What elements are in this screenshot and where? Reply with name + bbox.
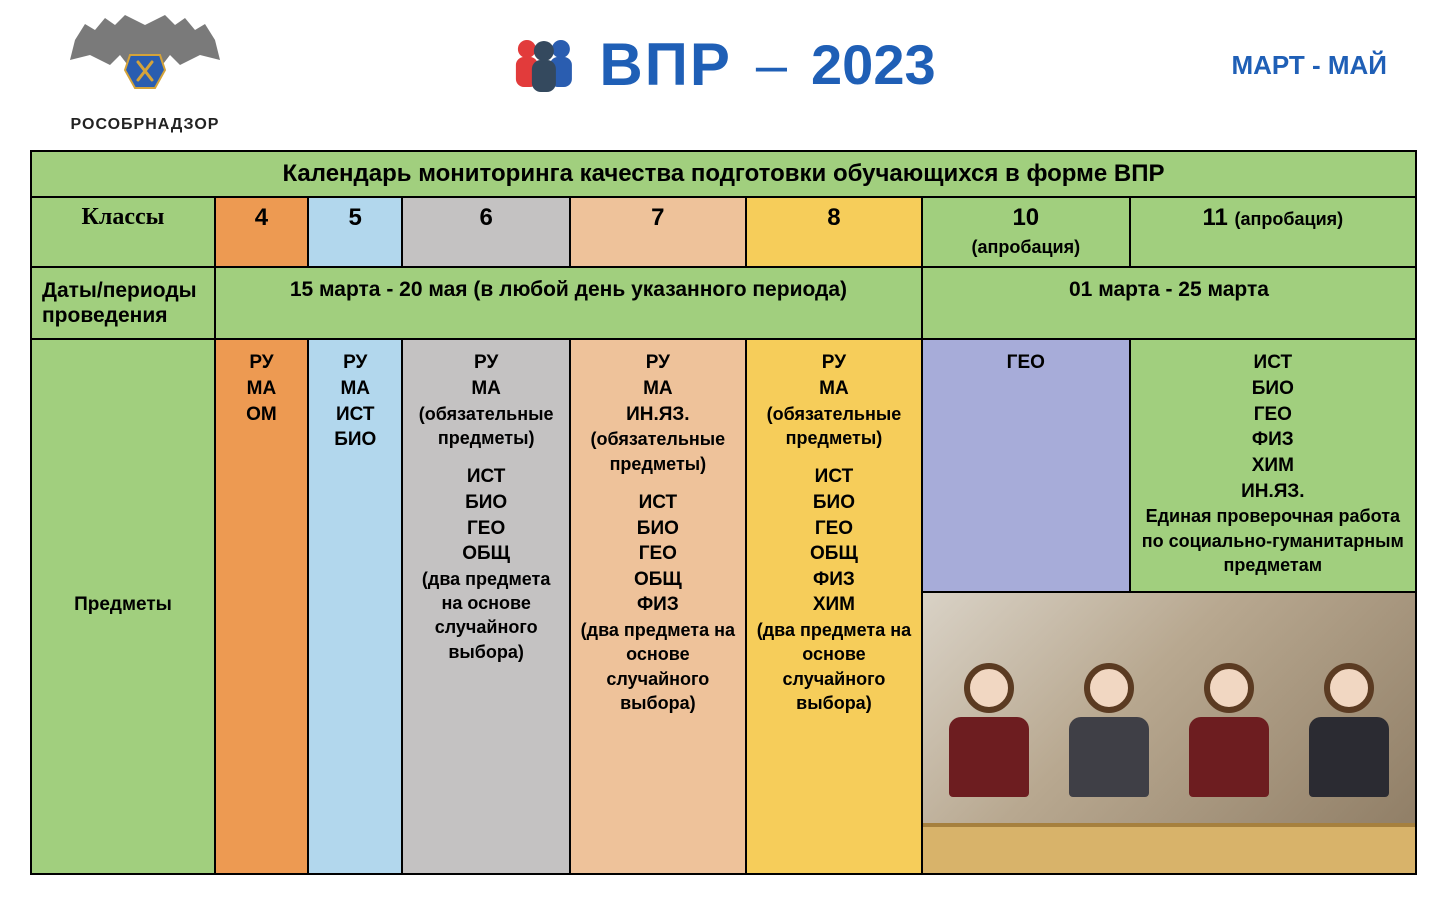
subj-item: ОМ [222, 402, 301, 428]
subjects-label: Предметы [31, 339, 215, 874]
classroom-photo-placeholder [923, 593, 1415, 873]
subj-note: Единая проверочная работа по социально-г… [1137, 504, 1409, 577]
dates-period-1: 15 марта - 20 мая (в любой день указанно… [215, 267, 922, 339]
subj-item: ОБЩ [753, 541, 915, 567]
subjects-c8: РУ МА (обязательные предметы) ИСТ БИО ГЕ… [746, 339, 922, 874]
table-title: Календарь мониторинга качества подготовк… [31, 151, 1416, 197]
subj-item: БИО [315, 427, 396, 453]
agency-name: РОСОБРНАДЗОР [40, 116, 250, 134]
class-11-note: (апробация) [1235, 209, 1344, 229]
subj-item: РУ [577, 350, 739, 376]
classes-label: Классы [31, 197, 215, 267]
subj-item: ИСТ [409, 464, 562, 490]
subj-item: ИСТ [1137, 350, 1409, 376]
subj-item: РУ [409, 350, 562, 376]
subj-item: ГЕО [409, 516, 562, 542]
subj-note: (два предмета на основе случайного выбор… [753, 618, 915, 715]
subj-item: МА [222, 376, 301, 402]
class-11-num: 11 [1202, 204, 1234, 231]
class-6: 6 [402, 197, 569, 267]
subjects-c7: РУ МА ИН.ЯЗ. (обязательные предметы) ИСТ… [570, 339, 746, 874]
people-icon [511, 37, 575, 93]
subj-item: ГЕО [753, 516, 915, 542]
subj-item: ФИЗ [577, 592, 739, 618]
subjects-c10: ГЕО [922, 339, 1130, 592]
subj-note: (два предмета на основе случайного выбор… [409, 567, 562, 664]
subj-item: БИО [577, 516, 739, 542]
subj-item: ХИМ [753, 592, 915, 618]
subj-item: РУ [222, 350, 301, 376]
title-block: ВПР – 2023 [511, 30, 935, 99]
subj-item: ФИЗ [1137, 427, 1409, 453]
subj-note: (обязательные предметы) [409, 402, 562, 451]
class-10: 10 (апробация) [922, 197, 1130, 267]
dates-label: Даты/периоды проведения [31, 267, 215, 339]
subj-item: ИСТ [753, 464, 915, 490]
title-year: 2023 [811, 32, 936, 97]
subj-item: ФИЗ [753, 567, 915, 593]
class-7: 7 [570, 197, 746, 267]
subjects-c11: ИСТ БИО ГЕО ФИЗ ХИМ ИН.ЯЗ. Единая провер… [1130, 339, 1416, 592]
subjects-row: Предметы РУ МА ОМ РУ МА ИСТ БИО РУ МА [31, 339, 1416, 592]
subj-note: (обязательные предметы) [577, 427, 739, 476]
class-11: 11 (апробация) [1130, 197, 1416, 267]
class-10-num: 10 [1012, 204, 1039, 231]
dates-period-2: 01 марта - 25 марта [922, 267, 1416, 339]
subjects-c4: РУ МА ОМ [215, 339, 308, 874]
subj-item: МА [753, 376, 915, 402]
subj-item: МА [577, 376, 739, 402]
subj-item: ОБЩ [409, 541, 562, 567]
header-period: МАРТ - МАЙ [1231, 50, 1387, 81]
class-4: 4 [215, 197, 308, 267]
dates-row: Даты/периоды проведения 15 марта - 20 ма… [31, 267, 1416, 339]
subjects-c5: РУ МА ИСТ БИО [308, 339, 403, 874]
subj-item: БИО [1137, 376, 1409, 402]
subj-item: РУ [315, 350, 396, 376]
class-10-note: (апробация) [971, 237, 1080, 257]
subjects-c6: РУ МА (обязательные предметы) ИСТ БИО ГЕ… [402, 339, 569, 874]
calendar-table: Календарь мониторинга качества подготовк… [30, 150, 1417, 875]
subj-item: ГЕО [577, 541, 739, 567]
subj-item: ОБЩ [577, 567, 739, 593]
title-dash: – [756, 32, 787, 97]
subj-item: МА [409, 376, 562, 402]
subj-item: ГЕО [929, 350, 1123, 376]
eagle-emblem-icon [60, 10, 230, 110]
subj-item: ИСТ [315, 402, 396, 428]
subj-item: БИО [409, 490, 562, 516]
classes-row: Классы 4 5 6 7 8 10 (апробация) 11 (апро… [31, 197, 1416, 267]
classroom-photo [922, 592, 1416, 874]
subj-item: ХИМ [1137, 453, 1409, 479]
subj-item: ИН.ЯЗ. [1137, 479, 1409, 505]
table-title-row: Календарь мониторинга качества подготовк… [31, 151, 1416, 197]
class-8: 8 [746, 197, 922, 267]
header: РОСОБРНАДЗОР ВПР – 2023 МАРТ - МАЙ [0, 0, 1447, 150]
title-abbr: ВПР [599, 30, 731, 99]
subj-note: (обязательные предметы) [753, 402, 915, 451]
subj-note: (два предмета на основе случайного выбор… [577, 618, 739, 715]
subj-item: РУ [753, 350, 915, 376]
agency-logo-block: РОСОБРНАДЗОР [40, 10, 250, 134]
subj-item: МА [315, 376, 396, 402]
subj-item: БИО [753, 490, 915, 516]
class-5: 5 [308, 197, 403, 267]
subj-item: ИН.ЯЗ. [577, 402, 739, 428]
subj-item: ИСТ [577, 490, 739, 516]
subj-item: ГЕО [1137, 402, 1409, 428]
